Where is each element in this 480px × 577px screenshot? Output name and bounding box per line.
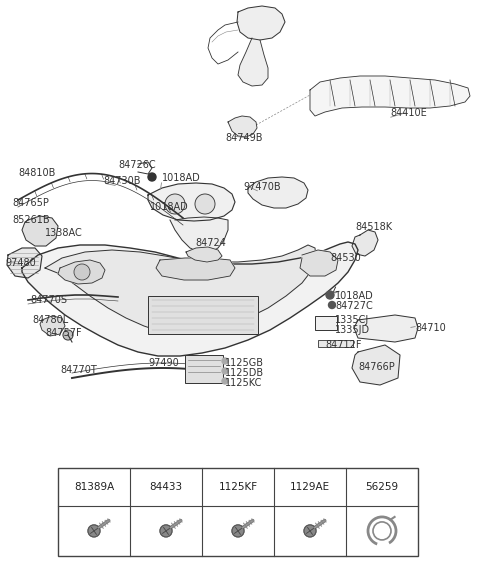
Text: 84727C: 84727C (335, 301, 373, 311)
Polygon shape (228, 116, 257, 137)
Polygon shape (148, 183, 235, 221)
Polygon shape (248, 177, 308, 208)
Circle shape (165, 194, 185, 214)
Text: 1125KF: 1125KF (218, 482, 258, 492)
Text: 84726C: 84726C (118, 160, 156, 170)
Text: 84757F: 84757F (45, 328, 82, 338)
Polygon shape (58, 260, 105, 284)
Text: 81389A: 81389A (74, 482, 114, 492)
Bar (58, 468, 418, 556)
Polygon shape (170, 217, 228, 252)
Text: 84749B: 84749B (225, 133, 263, 143)
Text: 84766P: 84766P (358, 362, 395, 372)
Polygon shape (237, 6, 285, 40)
Circle shape (326, 291, 334, 299)
Text: 1335CJ: 1335CJ (335, 315, 369, 325)
Text: 84724: 84724 (195, 238, 226, 248)
Text: 84710: 84710 (415, 323, 446, 333)
Circle shape (232, 525, 244, 537)
Text: 97490: 97490 (148, 358, 179, 368)
Circle shape (74, 264, 90, 280)
Text: 1018AD: 1018AD (150, 202, 189, 212)
Polygon shape (352, 345, 400, 385)
Bar (315, 316, 337, 330)
Polygon shape (7, 248, 42, 278)
Text: 1125KC: 1125KC (225, 378, 263, 388)
Text: 1125DB: 1125DB (225, 368, 264, 378)
Text: 1129AE: 1129AE (290, 482, 330, 492)
Circle shape (328, 302, 336, 309)
Text: 84770S: 84770S (30, 295, 67, 305)
Polygon shape (22, 216, 58, 246)
Text: 97480: 97480 (5, 258, 36, 268)
Bar (318, 340, 353, 347)
Text: 84530: 84530 (330, 253, 361, 263)
Polygon shape (310, 76, 470, 116)
Polygon shape (45, 245, 316, 334)
Text: 1338AC: 1338AC (45, 228, 83, 238)
Text: 1018AD: 1018AD (335, 291, 374, 301)
Polygon shape (238, 38, 268, 86)
Polygon shape (22, 242, 358, 356)
Circle shape (304, 525, 316, 537)
Polygon shape (354, 315, 418, 342)
Polygon shape (156, 258, 235, 280)
Text: 97470B: 97470B (243, 182, 281, 192)
Text: 85261B: 85261B (12, 215, 49, 225)
Text: 84730B: 84730B (103, 176, 141, 186)
Text: 1335JD: 1335JD (335, 325, 370, 335)
Text: 84433: 84433 (149, 482, 182, 492)
Text: 84765P: 84765P (12, 198, 49, 208)
Circle shape (88, 525, 100, 537)
Text: 84770T: 84770T (60, 365, 97, 375)
Circle shape (63, 330, 73, 340)
Polygon shape (352, 230, 378, 256)
Bar (185, 355, 223, 383)
Circle shape (222, 378, 228, 384)
Text: 84410E: 84410E (390, 108, 427, 118)
Polygon shape (300, 250, 338, 276)
Text: 56259: 56259 (365, 482, 398, 492)
Text: 84712F: 84712F (325, 340, 361, 350)
Circle shape (222, 358, 228, 364)
Circle shape (148, 173, 156, 181)
Text: 84780L: 84780L (32, 315, 68, 325)
Polygon shape (186, 247, 222, 262)
Circle shape (195, 194, 215, 214)
Bar (148, 296, 258, 334)
Text: 84518K: 84518K (355, 222, 392, 232)
Text: 1125GB: 1125GB (225, 358, 264, 368)
Circle shape (160, 525, 172, 537)
Text: 84810B: 84810B (18, 168, 55, 178)
Text: 1018AD: 1018AD (162, 173, 201, 183)
Circle shape (222, 368, 228, 374)
Polygon shape (40, 316, 65, 336)
